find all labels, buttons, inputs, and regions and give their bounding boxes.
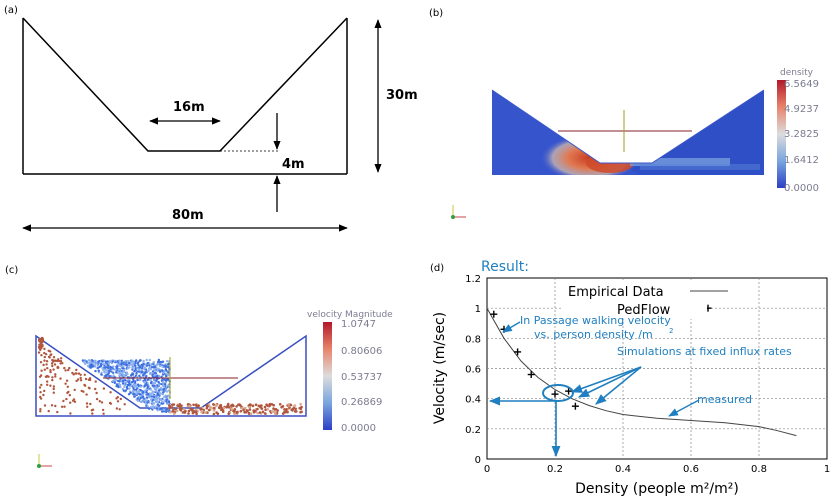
density-colorbar-title: density — [780, 68, 814, 78]
dim-16m-label: 16m — [173, 100, 205, 115]
panel-d-label: (d) — [430, 263, 444, 274]
y-tick-labels: 0 0.2 0.4 0.6 0.8 1 1.2 — [465, 274, 481, 466]
y-tick-label: 0.6 — [465, 365, 481, 376]
pedflow-point — [490, 310, 498, 318]
annotation-passage-line1: In Passage walking velocity — [520, 314, 671, 327]
dim-80m-label: 80m — [172, 208, 204, 223]
y-tick-label: 1 — [475, 304, 481, 315]
x-tick-label: 0.8 — [751, 464, 767, 475]
panel-c: (c) velocity Magnitude 1.0747 0.80606 0.… — [5, 265, 393, 468]
annotation-arrows — [488, 321, 700, 458]
y-tick-label: 0.8 — [465, 334, 481, 345]
pedflow-point — [514, 348, 522, 356]
density-tick-2: 4.9237 — [784, 104, 819, 115]
y-tick-label: 1.2 — [465, 274, 481, 285]
x-tick-label: 1 — [824, 464, 830, 475]
pedflow-points — [490, 304, 712, 410]
annotation-simulations: Simulations at fixed influx rates — [617, 345, 792, 358]
annotation-passage-sup: 2 — [669, 327, 673, 335]
result-title: Result: — [481, 259, 529, 275]
corridor-outline-top — [22, 17, 348, 152]
highlight-ellipse — [542, 384, 574, 402]
pedflow-point — [527, 371, 535, 379]
x-tick-label: 0.6 — [683, 464, 699, 475]
legend-entry-empirical: Empirical Data — [568, 285, 664, 300]
pedflow-point — [571, 402, 579, 410]
density-tick-5: 0.0000 — [784, 183, 819, 194]
density-tick-1: 6.5649 — [784, 79, 819, 90]
y-tick-label: 0 — [475, 455, 481, 466]
x-axis-label: Density (people m²/m²) — [575, 481, 739, 497]
x-tick-label: 0.4 — [615, 464, 631, 475]
panel-a: (a) 16m 4m 30m 80m — [4, 5, 418, 232]
panel-a-label: (a) — [4, 5, 18, 16]
velocity-colorbar-title: velocity Magnitude — [307, 310, 393, 320]
annotation-passage-line2: vs. person density /m — [534, 328, 653, 341]
pedflow-point — [565, 387, 573, 395]
panel-d: (d) Result: 0 0.2 0.4 0.6 0.8 1 1.2 0 0.2 0.4 0.6… — [430, 259, 830, 497]
velocity-domain — [35, 334, 307, 417]
velocity-tick-2: 0.80606 — [341, 346, 382, 357]
velocity-tick-1: 1.0747 — [341, 319, 376, 330]
dim-30m-label: 30m — [386, 88, 418, 103]
density-colorbar — [777, 80, 786, 188]
velocity-tick-3: 0.53737 — [341, 372, 382, 383]
simulation-arrow-2 — [577, 366, 642, 398]
density-tick-3: 3.2825 — [784, 129, 819, 140]
dim-4m-label: 4m — [282, 157, 305, 172]
panel-b-label: (b) — [429, 8, 443, 19]
x-tick-labels: 0 0.2 0.4 0.6 0.8 1 — [484, 464, 830, 475]
passage-arrow — [502, 321, 521, 333]
density-tick-4: 1.6412 — [784, 155, 819, 166]
x-tick-label: 0 — [484, 464, 490, 475]
empirical-data-line — [486, 307, 797, 437]
y-tick-label: 0.2 — [465, 425, 481, 436]
pedflow-point — [551, 390, 559, 398]
orientation-axes-b — [451, 205, 466, 219]
orientation-axes-c — [37, 454, 52, 468]
velocity-particles — [37, 336, 303, 416]
velocity-colorbar — [323, 322, 332, 430]
y-tick-label: 0.4 — [465, 395, 481, 406]
simulation-arrow-3 — [595, 366, 642, 405]
panel-b: (b) density 6.5649 4.9237 3.2825 1.6412 … — [429, 8, 819, 219]
y-axis-label: Velocity (m/sec) — [432, 312, 448, 424]
x-tick-label: 0.2 — [547, 464, 563, 475]
simulation-arrow-1 — [570, 366, 642, 393]
legend-entry-pedflow: PedFlow — [617, 303, 671, 318]
velocity-tick-5: 0.0000 — [341, 423, 376, 434]
velocity-tick-4: 0.26869 — [341, 397, 382, 408]
annotation-measured: measured — [697, 393, 752, 406]
legend-box — [562, 281, 707, 319]
panel-c-label: (c) — [5, 265, 18, 276]
measured-arrow — [668, 399, 700, 417]
